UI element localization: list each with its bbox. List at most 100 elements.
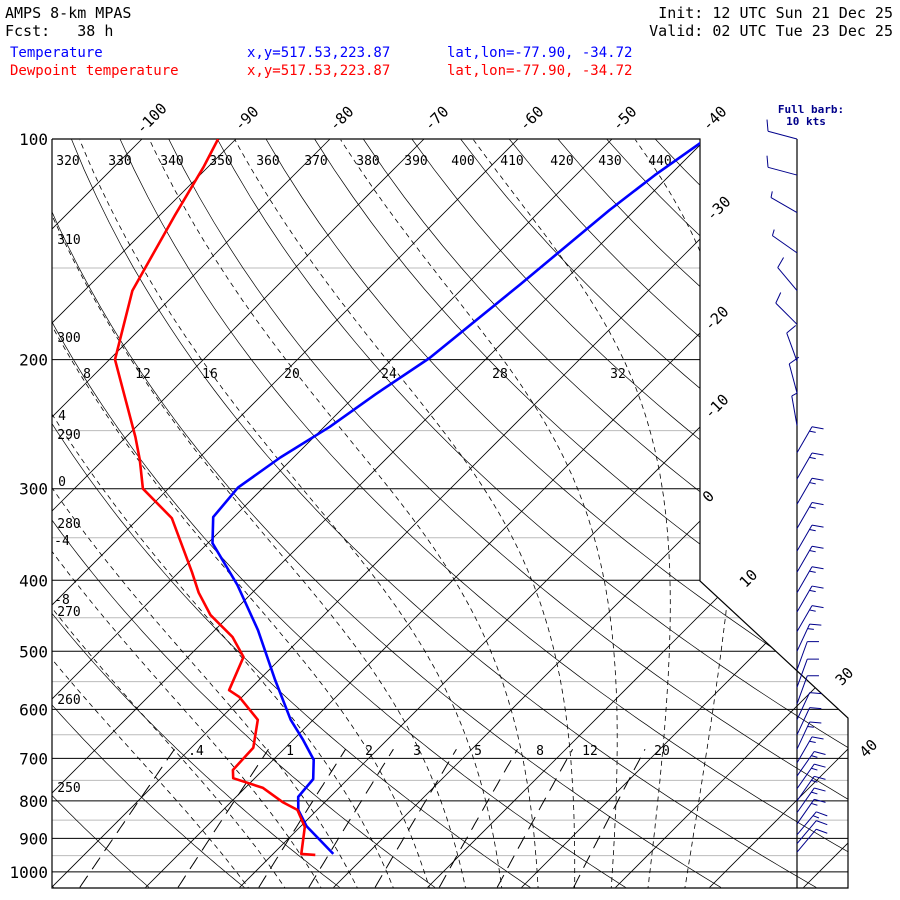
- legend-dewpoint-xy: x,y=517.53,223.87: [247, 63, 391, 79]
- dry-adiabat-label: 430: [598, 154, 621, 169]
- mixing-ratio-label: 5: [474, 744, 482, 759]
- dry-adiabat: [52, 139, 722, 888]
- wind-barb: [796, 707, 822, 736]
- barb-full: [814, 787, 826, 792]
- barb-full: [809, 623, 822, 626]
- dry-adiabat: [168, 139, 848, 888]
- dry-adiabat: [508, 139, 848, 888]
- mixing-ratio-line: [573, 748, 646, 888]
- wind-barb: [796, 798, 826, 825]
- mixing-ratio-label: 1: [286, 744, 294, 759]
- dry-adiabat-label: 330: [108, 154, 131, 169]
- isotherm-label: -40: [699, 103, 731, 135]
- moist-adiabat-label: 4: [58, 409, 66, 424]
- wind-barb: [796, 675, 819, 705]
- barb-full: [788, 356, 800, 365]
- wind-barb: [796, 605, 824, 632]
- barb-full: [811, 545, 824, 549]
- mixing-ratio-line: [308, 748, 394, 888]
- wind-barb: [796, 811, 828, 836]
- mixing-ratio-label: 8: [536, 744, 544, 759]
- wind-barb: [796, 426, 824, 454]
- dry-adiabat: [52, 139, 340, 888]
- isotherm: [52, 139, 425, 888]
- barb-half: [809, 430, 816, 433]
- barb-full: [811, 736, 824, 740]
- barb-staff: [788, 363, 798, 393]
- barb-full: [786, 325, 797, 334]
- dry-adiabat-label: 300: [57, 331, 80, 346]
- pressure-tick-label: 500: [19, 642, 48, 661]
- pressure-tick-label: 400: [19, 571, 48, 590]
- wind-barb: [775, 292, 798, 325]
- barb-half: [807, 628, 814, 630]
- barb-staff: [767, 166, 798, 176]
- barb-full: [811, 502, 824, 506]
- dry-adiabat: [363, 139, 848, 888]
- barb-full: [809, 692, 822, 695]
- moist-adiabat: [149, 139, 539, 888]
- dry-adiabat: [52, 139, 626, 888]
- barb-half: [809, 528, 816, 532]
- legend-temperature-latlon: lat,lon=-77.90, -34.72: [447, 45, 633, 61]
- wind-barb: [777, 257, 798, 291]
- wind-barb: [796, 751, 826, 777]
- moist-adiabat: [52, 139, 288, 888]
- moist-adiabat-label: -4: [54, 534, 70, 549]
- wind-barb: [796, 763, 826, 790]
- barb-half: [809, 550, 816, 553]
- moist-adiabat-label: 16: [202, 367, 218, 382]
- dry-adiabat: [216, 139, 848, 888]
- barb-staff: [796, 828, 817, 853]
- sounding-series: [113, 139, 707, 857]
- legend-temperature-xy: x,y=517.53,223.87: [247, 45, 391, 61]
- barb-full: [811, 605, 824, 609]
- dry-adiabat-label: 400: [451, 154, 474, 169]
- isotherm-label: 40: [856, 736, 882, 762]
- barb-half: [811, 767, 818, 771]
- isotherm-label: -30: [703, 193, 735, 225]
- mixing-ratio-line: [258, 748, 347, 888]
- isotherm-label: -60: [516, 103, 548, 135]
- moist-adiabat-label: -8: [54, 593, 70, 608]
- mixing-ratio-label: 2: [365, 744, 373, 759]
- barb-staff: [772, 235, 798, 254]
- isotherm: [709, 139, 848, 888]
- barb-note-line1: Full barb:: [778, 103, 844, 116]
- barb-full: [809, 721, 822, 724]
- barb-half: [811, 755, 818, 758]
- isotherm: [52, 139, 519, 888]
- barb-staff: [796, 692, 811, 720]
- wind-barb: [771, 229, 798, 254]
- mixing-ratio-label: 20: [654, 744, 670, 759]
- dry-adiabat: [71, 139, 817, 888]
- isotherm: [0, 139, 48, 887]
- moist-adiabat: [52, 139, 360, 888]
- pressure-tick-label: 700: [19, 749, 48, 768]
- isotherm: [333, 139, 848, 888]
- pressure-tick-label: 600: [19, 700, 48, 719]
- wind-barb: [796, 585, 824, 613]
- dry-adiabat-label: 380: [356, 154, 379, 169]
- barb-full: [814, 775, 826, 780]
- pressure-tick-label: 1000: [9, 863, 48, 882]
- dry-adiabat-label: 440: [648, 154, 671, 169]
- dry-adiabat: [52, 139, 150, 888]
- barb-staff: [796, 641, 808, 671]
- dry-adiabat-label: 350: [209, 154, 232, 169]
- barb-full: [811, 452, 824, 456]
- barb-full: [766, 119, 769, 132]
- wind-barb: [796, 820, 828, 844]
- wind-barb: [796, 566, 824, 593]
- wind-barb: [796, 452, 824, 480]
- wind-barb: [796, 775, 826, 802]
- dewpoint-line: [113, 139, 316, 857]
- barb-half: [809, 456, 816, 460]
- mixing-ratio-line: [438, 748, 518, 888]
- moist-adiabat-label: 24: [381, 367, 397, 382]
- wind-barbs: [766, 119, 828, 853]
- barb-staff: [775, 302, 798, 325]
- dry-adiabat-label: 290: [57, 428, 80, 443]
- barb-half: [771, 229, 775, 236]
